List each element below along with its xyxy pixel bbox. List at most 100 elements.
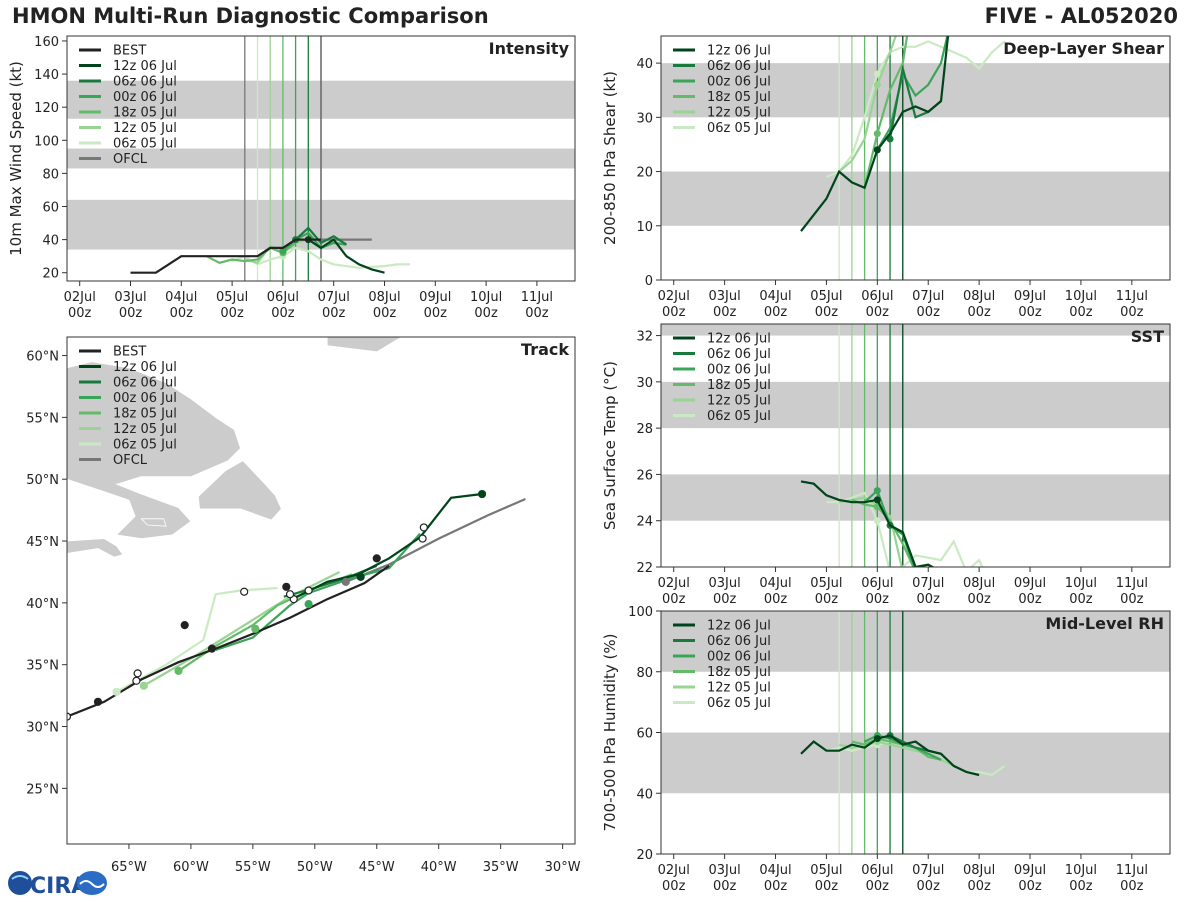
rh-ylabel: 700-500 hPa Humidity (%) — [601, 633, 619, 831]
legend-label-18z-05-jul: 18z 05 Jul — [707, 378, 771, 393]
sst-ytick-label: 30 — [636, 376, 653, 391]
track-xtick-label: 35°W — [483, 860, 519, 875]
rh-panel: 2040608010002Jul00z03Jul00z04Jul00z05Jul… — [601, 605, 1171, 894]
legend-label-00z-06-jul: 00z 06 Jul — [707, 363, 771, 378]
rh-ytick-label: 60 — [636, 727, 653, 742]
track-point-best — [93, 697, 103, 706]
intensity-xtick-hour: 00z — [220, 306, 244, 321]
shear-xtick-day: 05Jul — [810, 289, 842, 304]
shear-band-1 — [661, 63, 1170, 118]
shear-xtick-hour: 00z — [1120, 305, 1144, 320]
legend-label-06z-06-jul: 06z 06 Jul — [707, 347, 771, 362]
shear-xtick-day: 06Jul — [861, 289, 893, 304]
legend-label-12z-05-jul: 12z 05 Jul — [707, 106, 771, 121]
shear-point-12z-05-jul — [873, 81, 881, 89]
legend-label-12z-06-jul: 12z 06 Jul — [113, 360, 177, 375]
legend-label-06z-06-jul: 06z 06 Jul — [707, 59, 771, 74]
intensity-xtick-hour: 00z — [322, 306, 346, 321]
land-mass-1 — [197, 460, 282, 521]
shear-xtick-day: 10Jul — [1065, 289, 1097, 304]
sst-xtick-day: 03Jul — [709, 576, 741, 591]
legend-label-06z-05-jul: 06z 05 Jul — [113, 137, 177, 152]
sst-xtick-day: 04Jul — [759, 576, 791, 591]
intensity-panel: 2040608010012014016002Jul00z03Jul00z04Ju… — [7, 35, 576, 321]
shear-xtick-day: 07Jul — [912, 289, 944, 304]
shear-xtick-day: 11Jul — [1116, 289, 1148, 304]
shear-ytick-label: 0 — [645, 274, 653, 289]
legend-label-12z-06-jul: 12z 06 Jul — [707, 332, 771, 347]
track-xtick-label: 65°W — [111, 860, 147, 875]
rh-xtick-hour: 00z — [662, 879, 686, 894]
shear-frame — [660, 35, 1171, 281]
sst-ytick-label: 28 — [636, 422, 653, 437]
track-position-marker — [304, 586, 313, 595]
rh-xtick-day: 10Jul — [1065, 863, 1097, 878]
sst-point-06z-05-jul — [873, 517, 881, 525]
rh-xtick-day: 02Jul — [658, 863, 690, 878]
rh-xtick-hour: 00z — [1120, 879, 1144, 894]
shear-xtick-day: 04Jul — [759, 289, 791, 304]
intensity-plot-area — [67, 36, 575, 281]
rh-xtick-day: 06Jul — [861, 863, 893, 878]
legend-label-18z-05-jul: 18z 05 Jul — [113, 106, 177, 121]
rh-xtick-day: 08Jul — [963, 863, 995, 878]
intensity-xtick-day: 06Jul — [267, 290, 299, 305]
rh-series-12z-06-jul — [800, 734, 980, 777]
sst-title: SST — [1131, 327, 1164, 346]
legend-label-00z-06-jul: 00z 06 Jul — [707, 75, 771, 90]
legend-label-06z-05-jul: 06z 05 Jul — [707, 121, 771, 136]
track-point-18z-05-jul — [174, 666, 183, 675]
track-point-best — [132, 676, 141, 685]
intensity-xtick-day: 03Jul — [114, 290, 146, 305]
track-position-marker — [282, 582, 291, 591]
rh-xtick-day: 04Jul — [759, 863, 791, 878]
intensity-series-best — [130, 238, 321, 274]
track-position-marker — [285, 590, 295, 599]
intensity-title: Intensity — [489, 39, 570, 58]
track-xtick-label: 40°W — [421, 860, 457, 875]
legend-label-12z-06-jul: 12z 06 Jul — [707, 44, 771, 59]
legend-label-best: BEST — [113, 44, 146, 59]
shear-panel: 01020304002Jul00z03Jul00z04Jul00z05Jul00… — [601, 35, 1171, 320]
intensity-xtick-hour: 00z — [271, 306, 295, 321]
track-point-06z-05-jul — [112, 687, 121, 697]
intensity-xtick-hour: 00z — [170, 306, 194, 321]
shear-title: Deep-Layer Shear — [1003, 39, 1164, 58]
intensity-xtick-hour: 00z — [373, 306, 397, 321]
rh-xtick-day: 03Jul — [709, 863, 741, 878]
shear-xtick-hour: 00z — [917, 305, 941, 320]
shear-series-06z-05-jul — [825, 40, 1006, 179]
rh-xtick-day: 11Jul — [1116, 863, 1148, 878]
sst-ytick-label: 32 — [636, 330, 653, 345]
shear-xtick-hour: 00z — [764, 305, 788, 320]
sst-xtick-day: 05Jul — [810, 576, 842, 591]
intensity-ytick-label: 140 — [34, 68, 59, 83]
track-point-ofcl — [341, 577, 350, 586]
sst-xtick-hour: 00z — [815, 592, 839, 607]
rh-xtick-hour: 00z — [866, 879, 890, 894]
track-position-marker — [133, 669, 142, 678]
track-frame — [66, 336, 576, 845]
track-point-12z-05-jul — [139, 681, 148, 690]
shear-ytick-label: 10 — [636, 220, 653, 235]
land-mass-0 — [67, 361, 241, 540]
intensity-xtick-day: 04Jul — [165, 290, 197, 305]
track-position-marker — [372, 554, 381, 563]
intensity-ylabel: 10m Max Wind Speed (kt) — [7, 61, 25, 256]
shear-xtick-hour: 00z — [967, 305, 991, 320]
shear-xtick-day: 02Jul — [658, 289, 690, 304]
track-point-best — [67, 712, 72, 721]
shear-series-12z-05-jul — [838, 36, 897, 173]
track-ytick-label: 45°N — [26, 535, 59, 550]
track-series-ofcl — [345, 497, 526, 583]
rh-point-12z-06-jul — [873, 735, 881, 743]
intensity-ytick-label: 160 — [34, 35, 59, 50]
intensity-series-06z-05-jul — [231, 246, 410, 269]
rh-xtick-day: 05Jul — [810, 863, 842, 878]
shear-series-12z-06-jul — [800, 36, 950, 232]
sst-ytick-label: 22 — [636, 561, 653, 576]
rh-xtick-hour: 00z — [764, 879, 788, 894]
rh-xtick-hour: 00z — [1069, 879, 1093, 894]
intensity-frame — [66, 35, 576, 282]
legend-label-best: BEST — [113, 345, 146, 360]
